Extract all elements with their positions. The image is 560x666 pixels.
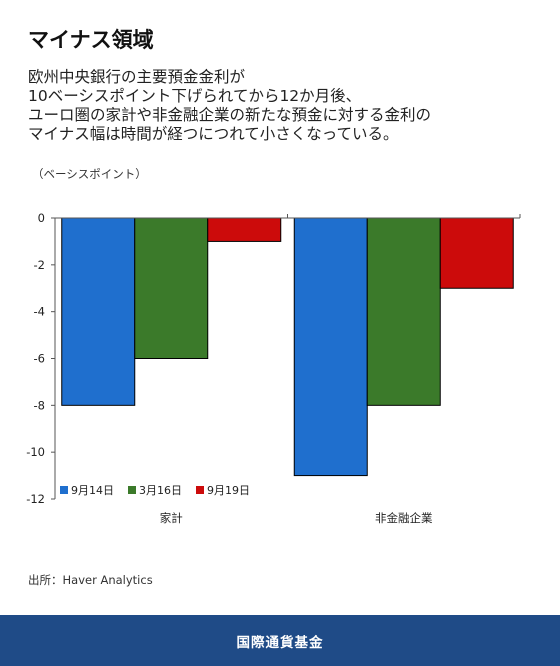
legend-swatch [60,486,68,494]
footer-label: 国際通貨基金 [236,634,324,651]
footer-banner: 国際通貨基金 [0,615,560,666]
bar [293,217,368,477]
y-tick-label: -10 [26,445,45,459]
legend-swatch [196,486,204,494]
bar [61,217,136,406]
legend-label: 9月19日 [207,484,250,497]
chart-title: マイナス領域 [28,28,154,52]
y-tick-label: -6 [34,352,45,366]
subtitle-line: ユーロ圏の家計や非金融企業の新たな預金に対する金利の [28,106,432,124]
x-tick-label: 家計 [160,511,183,525]
bar [439,217,514,289]
bar [207,217,282,242]
bar [366,217,441,406]
y-axis-unit-label: （ベーシスポイント） [32,167,147,181]
subtitle-line: 欧州中央銀行の主要預金金利が [28,68,246,86]
legend-item-series-1: 9月14日 [60,482,114,498]
subtitle-line: マイナス幅は時間が経つにつれて小さくなっている。 [28,125,399,143]
x-tick-label: 非金融企業 [375,511,433,525]
y-tick-label: -2 [34,258,45,272]
legend-item-series-3: 9月19日 [196,482,250,498]
legend-item-series-2: 3月16日 [128,482,182,498]
source-note: 出所：Haver Analytics [28,573,153,587]
y-tick-label: -8 [34,398,45,412]
legend-label: 3月16日 [139,484,182,497]
y-tick-label: -12 [26,492,45,506]
chart-legend: 9月14日 3月16日 9月19日 [60,482,250,498]
y-tick-label: 0 [38,211,45,225]
y-tick-label: -4 [34,305,45,319]
legend-swatch [128,486,136,494]
legend-label: 9月14日 [71,484,114,497]
bar-chart: 家計 非金融企業 0 -2 -4 -6 -8 -10 -12 [26,211,521,525]
chart-subtitle: 欧州中央銀行の主要預金金利が 10ベーシスポイント下げられてから12か月後、 ユ… [28,68,538,144]
subtitle-line: 10ベーシスポイント下げられてから12か月後、 [28,87,362,105]
bar [134,217,209,359]
